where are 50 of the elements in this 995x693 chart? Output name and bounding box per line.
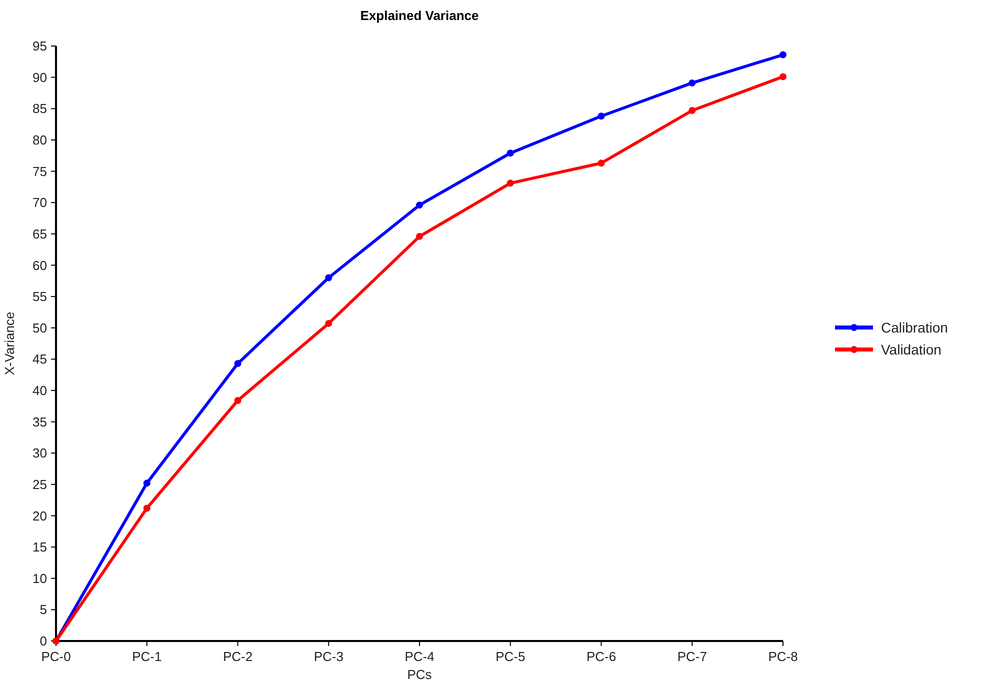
legend-label: Validation xyxy=(881,341,942,358)
y-tick-label: 65 xyxy=(32,226,47,242)
chart-title: Explained Variance xyxy=(360,8,479,23)
y-tick-label: 15 xyxy=(32,540,47,555)
y-tick-label: 30 xyxy=(32,446,47,461)
point xyxy=(688,79,696,86)
y-tick-label: 5 xyxy=(40,602,47,618)
point xyxy=(780,73,786,80)
x-tick-label: PC-4 xyxy=(404,649,434,664)
point xyxy=(598,160,605,167)
x-tick-label: PC-8 xyxy=(768,649,798,664)
y-tick-label: 45 xyxy=(32,352,47,367)
y-tick-label: 50 xyxy=(32,320,47,336)
point xyxy=(143,504,150,512)
point xyxy=(325,274,332,282)
y-tick-label: 85 xyxy=(32,101,47,116)
point xyxy=(780,51,786,58)
point xyxy=(506,150,514,157)
x-axis-title: PCs xyxy=(407,667,432,682)
point xyxy=(506,180,514,187)
x-tick-label: PC-0 xyxy=(41,649,71,664)
y-tick-label: 80 xyxy=(32,132,47,148)
y-tick-label: 90 xyxy=(32,70,47,85)
y-tick-label: 25 xyxy=(32,476,47,492)
y-tick-label: 10 xyxy=(32,570,47,586)
y-tick-label: 60 xyxy=(32,258,47,273)
point xyxy=(688,107,696,114)
point xyxy=(234,360,242,368)
point xyxy=(416,202,423,209)
x-tick-label: PC-3 xyxy=(314,649,344,664)
x-tick-label: PC-6 xyxy=(586,649,616,664)
point xyxy=(143,480,150,487)
y-tick-label: 70 xyxy=(32,195,47,210)
legend-label: Calibration xyxy=(881,319,948,336)
y-tick-label: 20 xyxy=(32,508,47,524)
point xyxy=(416,232,423,240)
point xyxy=(234,396,242,404)
y-tick-label: 35 xyxy=(32,414,47,430)
point xyxy=(598,112,605,120)
y-tick-label: 95 xyxy=(32,38,47,54)
y-tick-label: 0 xyxy=(40,634,47,649)
point xyxy=(325,320,332,327)
y-tick-label: 40 xyxy=(32,383,47,398)
x-tick-label: PC-1 xyxy=(132,649,162,664)
x-tick-label: PC-2 xyxy=(222,649,253,664)
y-axis-title: X-Variance xyxy=(2,312,17,376)
x-tick-label: PC-7 xyxy=(677,649,707,664)
x-tick-label: PC-5 xyxy=(496,649,526,664)
y-tick-label: 55 xyxy=(32,289,47,304)
y-tick-label: 75 xyxy=(32,164,47,179)
